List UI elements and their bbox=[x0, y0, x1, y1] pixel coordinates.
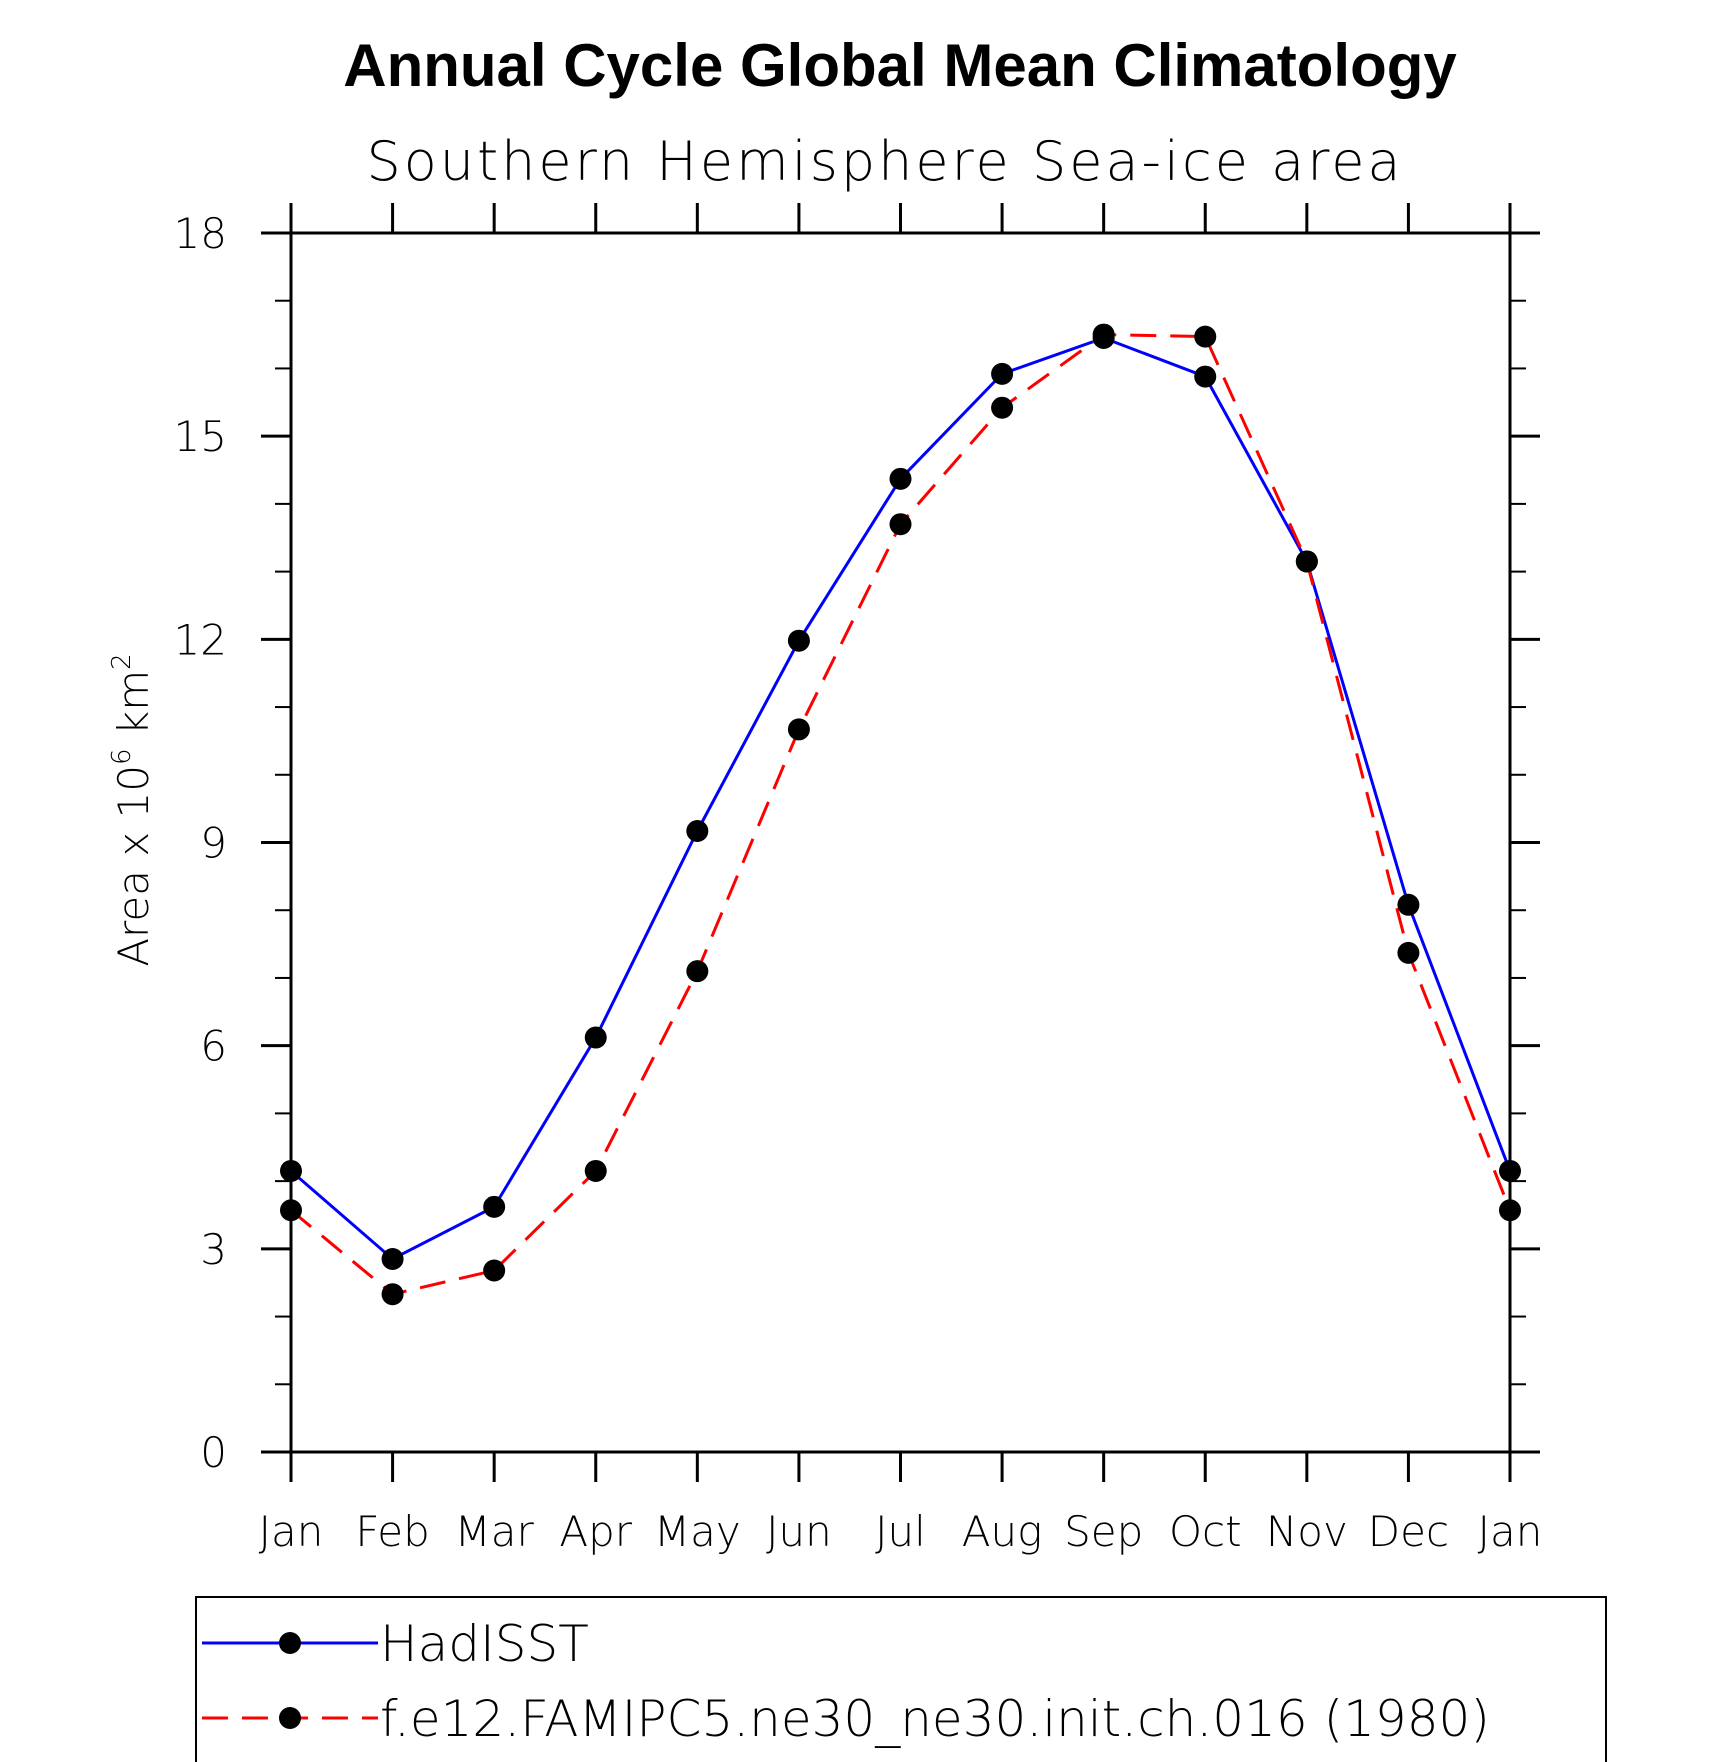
y-label-main: Area x 10 bbox=[109, 765, 158, 967]
y-label-exp: 6 bbox=[107, 748, 137, 765]
data-point-1 bbox=[1092, 323, 1115, 346]
legend-label-0: HadISST bbox=[380, 1615, 589, 1673]
x-tick-label: Jun bbox=[766, 1507, 832, 1556]
y-label-unit-exp: 2 bbox=[107, 653, 137, 670]
data-point-0 bbox=[1194, 365, 1217, 388]
data-point-1 bbox=[483, 1259, 506, 1282]
data-point-1 bbox=[1499, 1199, 1521, 1222]
x-tick-label: Oct bbox=[1169, 1507, 1242, 1556]
x-tick-label: Jan bbox=[1478, 1507, 1543, 1556]
legend-marker-0 bbox=[279, 1632, 301, 1654]
axes: Jan Feb Mar Apr May Jun Jul Aug Sep Oct Nov Dec Jan 0… bbox=[174, 203, 1543, 1556]
y-tick-label: 15 bbox=[174, 412, 227, 461]
svg-text:Area x 106 km2: Area x 106 km2 bbox=[107, 653, 158, 966]
chart-subtitle: Southern Hemisphere Sea-ice area bbox=[366, 130, 1403, 193]
data-point-1 bbox=[280, 1199, 302, 1222]
y-tick-label: 0 bbox=[200, 1428, 227, 1477]
y-tick-label: 6 bbox=[200, 1022, 227, 1071]
data-point-0 bbox=[889, 467, 912, 490]
data-point-1 bbox=[1194, 325, 1217, 348]
data-point-0 bbox=[686, 819, 709, 842]
x-tick-label: Nov bbox=[1266, 1507, 1348, 1556]
data-point-1 bbox=[1295, 550, 1318, 573]
x-tick-label: Jul bbox=[875, 1507, 926, 1556]
y-tick-label: 3 bbox=[200, 1225, 227, 1274]
x-tick-label: Sep bbox=[1064, 1507, 1143, 1556]
x-tick-label: Dec bbox=[1368, 1507, 1449, 1556]
legend-label-1: f.e12.FAMIPC5.ne30_ne30.init.ch.016 (198… bbox=[380, 1690, 1490, 1748]
y-label-unit: km bbox=[109, 670, 158, 735]
chart-title: Annual Cycle Global Mean Climatology bbox=[343, 32, 1457, 99]
data-point-0 bbox=[787, 629, 810, 652]
legend-marker-1 bbox=[279, 1707, 301, 1729]
y-axis-label: Area x 106 km2 bbox=[107, 653, 158, 966]
legend: HadISST f.e12.FAMIPC5.ne30_ne30.init.ch.0… bbox=[195, 1596, 1607, 1762]
data-point-0 bbox=[1499, 1159, 1521, 1182]
data-point-0 bbox=[483, 1195, 506, 1218]
data-point-1 bbox=[686, 960, 709, 983]
legend-box bbox=[195, 1596, 1607, 1762]
y-tick-label: 12 bbox=[174, 615, 227, 664]
data-point-0 bbox=[381, 1247, 404, 1270]
x-tick-label: May bbox=[654, 1507, 741, 1556]
data-point-0 bbox=[1397, 893, 1420, 916]
x-tick-label: Apr bbox=[559, 1507, 632, 1556]
y-tick-label: 18 bbox=[174, 209, 227, 258]
x-tick-label: Feb bbox=[355, 1507, 429, 1556]
data-point-1 bbox=[991, 396, 1014, 419]
x-tick-label: Jan bbox=[259, 1507, 324, 1556]
data-point-1 bbox=[584, 1159, 607, 1182]
data-point-1 bbox=[787, 718, 810, 741]
data-point-0 bbox=[991, 362, 1014, 385]
data-point-1 bbox=[381, 1283, 404, 1306]
series-layer bbox=[280, 323, 1521, 1306]
y-tick-label: 9 bbox=[200, 819, 227, 868]
data-point-1 bbox=[889, 513, 912, 536]
data-point-1 bbox=[1397, 941, 1420, 964]
data-point-0 bbox=[584, 1026, 607, 1049]
plot-frame bbox=[289, 231, 1512, 1454]
x-tick-label: Aug bbox=[962, 1507, 1043, 1556]
data-point-0 bbox=[280, 1159, 302, 1182]
x-tick-label: Mar bbox=[455, 1507, 535, 1556]
